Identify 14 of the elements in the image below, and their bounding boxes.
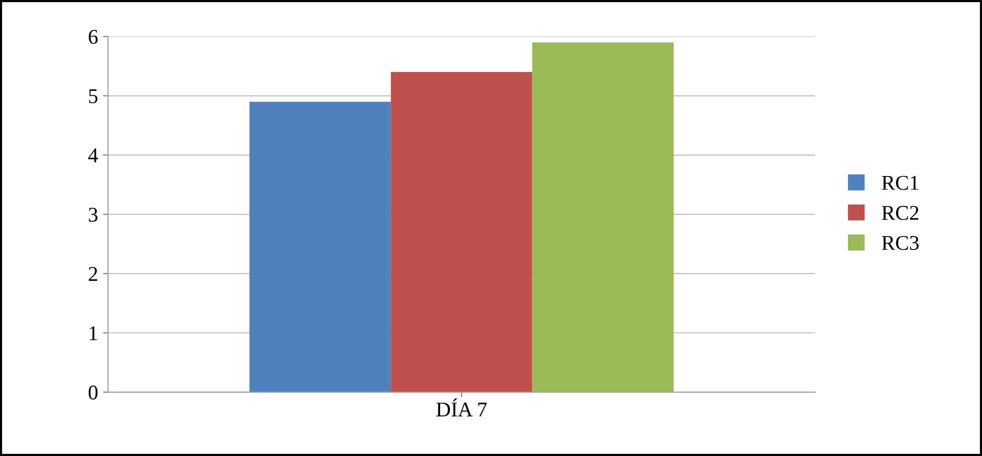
y-tick-label: 5 [89, 89, 98, 104]
x-tick-label: DÍA 7 [436, 398, 487, 416]
legend-label: RC1 [882, 176, 918, 190]
bar [390, 72, 532, 392]
y-tick-label: 1 [90, 326, 98, 340]
y-tick-label: 4 [88, 148, 98, 162]
y-tick-label: 2 [88, 267, 98, 281]
legend-label: RC2 [882, 206, 918, 220]
y-tick-label: 6 [88, 30, 98, 44]
legend-label: RC3 [882, 236, 919, 250]
y-tick-label: 3 [88, 208, 98, 222]
bar [532, 42, 674, 392]
y-tick-label: 0 [88, 386, 98, 400]
bar [249, 102, 391, 392]
